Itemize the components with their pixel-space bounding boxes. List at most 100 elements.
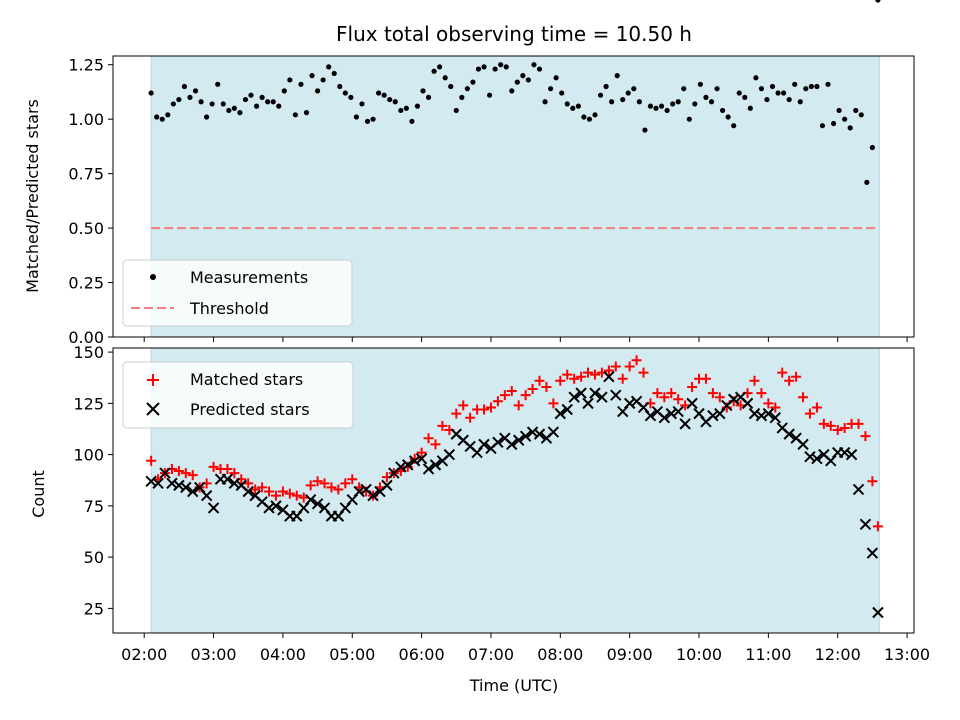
measurement-point: [670, 101, 676, 107]
matched-star-point: [610, 361, 621, 372]
x-tick-label: 02:00: [121, 645, 167, 664]
measurement-point: [725, 114, 731, 120]
measurement-point: [675, 99, 681, 105]
predicted-star-point: [797, 438, 809, 451]
measurement-point: [642, 127, 648, 133]
measurement-point: [853, 107, 859, 114]
measurement-point: [808, 83, 814, 90]
matched-star-point: [562, 369, 573, 380]
matched-star-point: [791, 371, 802, 382]
matched-star-point: [347, 474, 358, 485]
measurement-point: [503, 64, 509, 70]
measurement-point: [664, 107, 670, 114]
measurement-point: [769, 83, 776, 90]
matched-star-point: [416, 447, 427, 458]
matched-star-point: [319, 478, 330, 489]
measurement-point: [753, 75, 759, 81]
matched-star-point: [811, 402, 822, 413]
measurement-point: [176, 96, 182, 103]
top-y-tick-label: 0.00: [68, 328, 104, 347]
matched-star-point: [423, 433, 434, 444]
predicted-star-point: [596, 391, 608, 403]
bottom-legend-box: [122, 361, 354, 429]
predicted-star-point: [686, 397, 698, 410]
measurement-point: [597, 92, 604, 98]
measurement-point: [481, 64, 487, 70]
measurement-point: [331, 70, 337, 77]
legend-measurements-marker: [150, 274, 156, 280]
bottom-y-tick-label: 100: [73, 446, 104, 465]
measurement-point: [830, 120, 837, 127]
matched-star-point: [624, 361, 635, 372]
matched-star-point: [576, 371, 587, 382]
matched-star-point: [583, 367, 594, 378]
matched-star-point: [187, 470, 198, 481]
measurement-point: [869, 144, 875, 151]
top-y-axis-label: Matched/Predicted stars: [23, 99, 42, 293]
measurement-point: [148, 90, 154, 96]
measurement-point: [448, 83, 454, 90]
measurement-point: [287, 77, 293, 83]
matched-star-point: [867, 476, 878, 487]
measurement-point: [437, 64, 443, 70]
predicted-star-point: [727, 393, 740, 405]
predicted-star-point: [547, 426, 560, 438]
matched-star-point: [872, 521, 883, 532]
predicted-star-point: [415, 453, 428, 465]
measurement-point: [248, 92, 254, 98]
predicted-star-point: [644, 409, 657, 422]
matched-star-point: [257, 482, 268, 493]
measurement-point: [198, 99, 204, 105]
measurement-point: [581, 114, 587, 120]
matched-star-point: [853, 418, 864, 429]
measurement-point: [614, 73, 620, 79]
matched-star-point: [798, 392, 809, 403]
measurement-point: [303, 110, 310, 116]
matched-star-point: [333, 484, 344, 495]
bottom-y-tick-label: 150: [73, 343, 104, 362]
matched-star-point: [756, 388, 767, 399]
matched-star-point: [291, 490, 302, 501]
bottom-y-tick-label: 125: [73, 394, 104, 413]
matched-star-point: [298, 492, 309, 503]
predicted-star-point: [845, 448, 858, 461]
matched-star-point: [527, 384, 538, 395]
predicted-star-point: [575, 387, 587, 399]
measurement-point: [209, 101, 215, 107]
bottom-x-ticks: 02:00 03:00 04:00 05:00 06:00 07:00 08:00 09:00…: [121, 633, 930, 664]
predicted-star-point: [672, 405, 684, 418]
measurement-point: [609, 99, 615, 105]
measurement-point: [192, 88, 199, 94]
predicted-star-point: [755, 409, 768, 422]
measurement-point: [731, 123, 737, 129]
measurement-point: [620, 96, 626, 103]
predicted-star-point: [228, 477, 241, 490]
matched-star-point: [437, 420, 448, 431]
matched-star-point: [312, 476, 323, 487]
matched-star-point: [277, 486, 288, 497]
measurement-point: [719, 107, 726, 114]
matched-star-point: [326, 482, 337, 493]
measurement-point: [181, 83, 188, 90]
predicted-star-point: [519, 430, 532, 442]
measurement-point: [564, 101, 570, 107]
measurement-point: [681, 86, 687, 92]
measurement-point: [786, 96, 792, 103]
measurement-point: [631, 86, 637, 92]
measurement-point: [636, 99, 642, 105]
predicted-star-point: [492, 436, 504, 449]
predicted-star-point: [741, 397, 754, 410]
matched-star-point: [825, 420, 836, 431]
matched-star-point: [534, 375, 545, 386]
measurement-point: [359, 101, 365, 107]
measurement-point: [531, 62, 537, 68]
matched-star-point: [707, 388, 718, 399]
measurement-point: [231, 105, 237, 111]
matched-star-point: [818, 418, 829, 429]
predicted-star-point: [866, 547, 879, 559]
measurement-point: [525, 77, 532, 83]
x-tick-label: 11:00: [745, 645, 791, 664]
predicted-star-point: [582, 397, 594, 410]
bottom-y-ticks: 25 50 75 100 125 150: [73, 343, 113, 618]
measurement-point: [858, 112, 864, 118]
